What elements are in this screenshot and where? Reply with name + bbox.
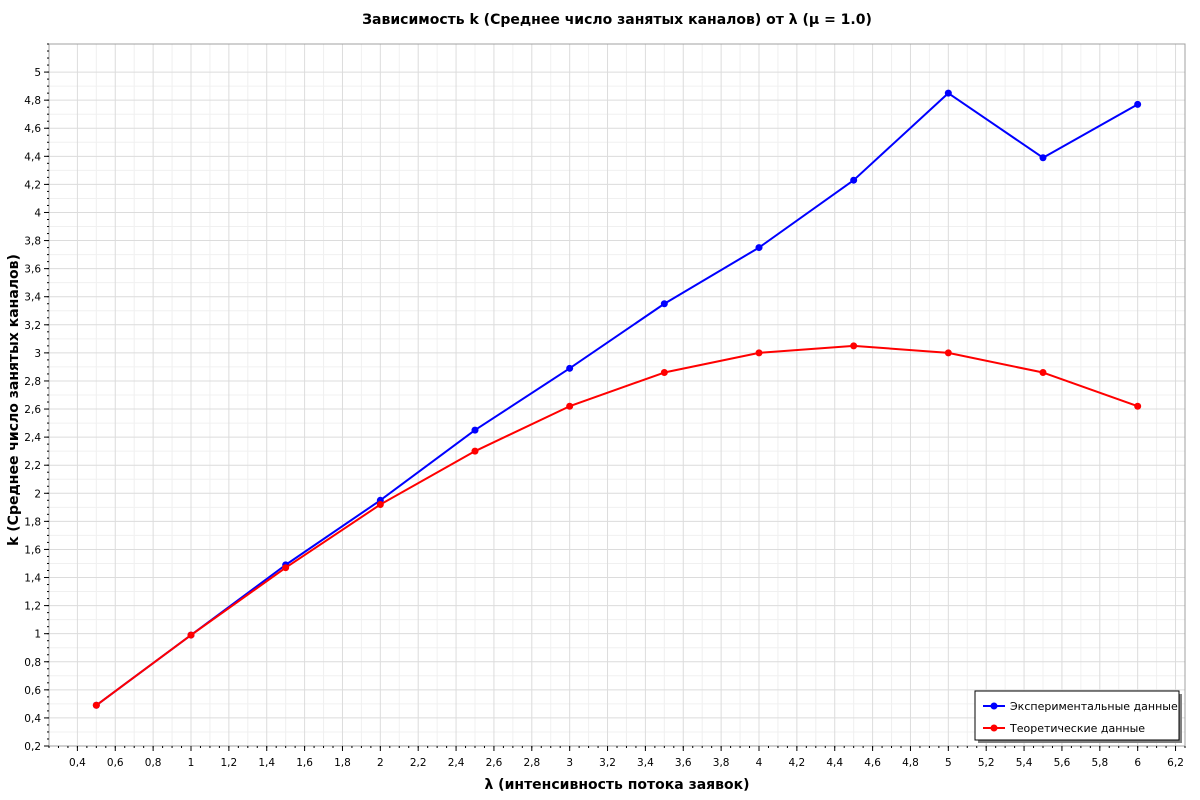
- data-point: [566, 364, 574, 372]
- x-tick-label: 0,8: [145, 757, 162, 769]
- legend-marker-experimental: [990, 702, 998, 710]
- x-tick-label: 5: [945, 757, 952, 769]
- legend-box: [974, 690, 1180, 741]
- x-tick-label: 2,4: [448, 757, 465, 769]
- x-tick-label: 6,2: [1167, 757, 1184, 769]
- y-tick-label: 2: [34, 488, 41, 500]
- legend: Экспериментальные данные Теоретические д…: [974, 690, 1182, 743]
- data-point: [850, 342, 858, 350]
- data-point: [660, 300, 668, 308]
- data-point: [944, 89, 952, 97]
- y-tick-label: 0,8: [24, 657, 41, 669]
- legend-marker-theoretical: [990, 724, 998, 732]
- x-tick-label: 5,6: [1054, 757, 1071, 769]
- data-point: [660, 369, 668, 377]
- y-tick-label: 4,4: [24, 151, 41, 163]
- x-tick-label: 1,8: [334, 757, 351, 769]
- y-tick-label: 3,6: [24, 264, 41, 276]
- grid: [49, 44, 1185, 747]
- y-tick-label: 1,2: [24, 601, 41, 613]
- x-tick-label: 2,2: [410, 757, 427, 769]
- data-point: [187, 631, 195, 639]
- x-tick-label: 4,6: [864, 757, 881, 769]
- x-tick-label: 4,8: [902, 757, 919, 769]
- x-tick-label: 3: [566, 757, 573, 769]
- series-line: [95, 92, 1139, 707]
- y-tick-label: 1,6: [24, 544, 41, 556]
- y-tick-label: 2,2: [24, 460, 41, 472]
- x-tick-label: 1: [188, 757, 195, 769]
- x-tick-label: 3,8: [713, 757, 730, 769]
- y-tick-label: 1,4: [24, 573, 41, 585]
- y-tick-label: 1,8: [24, 516, 41, 528]
- x-tick-label: 4,2: [789, 757, 806, 769]
- y-tick-label: 1: [34, 629, 41, 641]
- y-axis: 0,2 0,4 0,6 0,8 1 1,2 1,4 1,6 1,8 2 2,2 2,4 2,6 2,8 3 3…: [24, 43, 49, 753]
- x-axis: 0,4 0,6 0,8 1 1,2 1,4 1,6 1,8 2 2,2 2,4 2,6 2,8 3 3,2 3…: [48, 746, 1186, 769]
- y-tick-label: 0,2: [24, 741, 41, 753]
- series-line: [95, 344, 1139, 707]
- legend-label-theoretical: Теоретические данные: [1009, 722, 1145, 735]
- chart-title: Зависимость k (Среднее число занятых кан…: [362, 12, 872, 28]
- x-tick-label: 1,2: [221, 757, 238, 769]
- y-tick-label: 3,4: [24, 292, 41, 304]
- x-tick-label: 6: [1134, 757, 1141, 769]
- series-0: [92, 89, 1142, 709]
- x-tick-label: 0,4: [69, 757, 86, 769]
- data-point: [1039, 154, 1047, 162]
- data-point: [850, 176, 858, 184]
- data-point: [1134, 402, 1142, 410]
- data-point: [944, 349, 952, 357]
- x-tick-label: 5,4: [1016, 757, 1033, 769]
- y-tick-label: 2,8: [24, 376, 41, 388]
- y-tick-label: 4: [34, 207, 41, 219]
- x-tick-label: 4: [756, 757, 763, 769]
- x-tick-label: 0,6: [107, 757, 124, 769]
- y-tick-label: 3: [34, 348, 41, 360]
- x-axis-label: λ (интенсивность потока заявок): [484, 777, 749, 793]
- y-tick-label: 3,2: [24, 320, 41, 332]
- data-point: [282, 564, 290, 572]
- x-tick-label: 2: [377, 757, 384, 769]
- data-point: [471, 426, 479, 434]
- x-tick-label: 3,6: [675, 757, 692, 769]
- y-tick-label: 4,6: [24, 123, 41, 135]
- x-tick-label: 2,6: [486, 757, 503, 769]
- y-tick-label: 4,2: [24, 179, 41, 191]
- x-tick-label: 1,6: [296, 757, 313, 769]
- x-tick-label: 4,4: [826, 757, 843, 769]
- data-point: [471, 447, 479, 455]
- data-point: [755, 349, 763, 357]
- x-tick-label: 5,2: [978, 757, 995, 769]
- y-tick-label: 5: [34, 67, 41, 79]
- y-tick-label: 0,4: [24, 713, 41, 725]
- series-layer: [92, 89, 1142, 709]
- y-tick-label: 4,8: [24, 95, 41, 107]
- data-point: [755, 244, 763, 252]
- y-tick-label: 0,6: [24, 685, 41, 697]
- data-point: [1039, 369, 1047, 377]
- y-tick-label: 2,4: [24, 432, 41, 444]
- series-1: [92, 342, 1142, 709]
- data-point: [566, 402, 574, 410]
- data-point: [92, 701, 100, 709]
- x-tick-label: 2,8: [523, 757, 540, 769]
- data-point: [376, 501, 384, 509]
- x-tick-label: 3,4: [637, 757, 654, 769]
- x-tick-label: 3,2: [599, 757, 616, 769]
- legend-label-experimental: Экспериментальные данные: [1010, 700, 1178, 713]
- x-tick-label: 1,4: [258, 757, 275, 769]
- y-axis-label: k (Среднее число занятых каналов): [6, 254, 22, 546]
- y-tick-label: 3,8: [24, 236, 41, 248]
- data-point: [1134, 100, 1142, 108]
- y-tick-label: 2,6: [24, 404, 41, 416]
- x-tick-label: 5,8: [1091, 757, 1108, 769]
